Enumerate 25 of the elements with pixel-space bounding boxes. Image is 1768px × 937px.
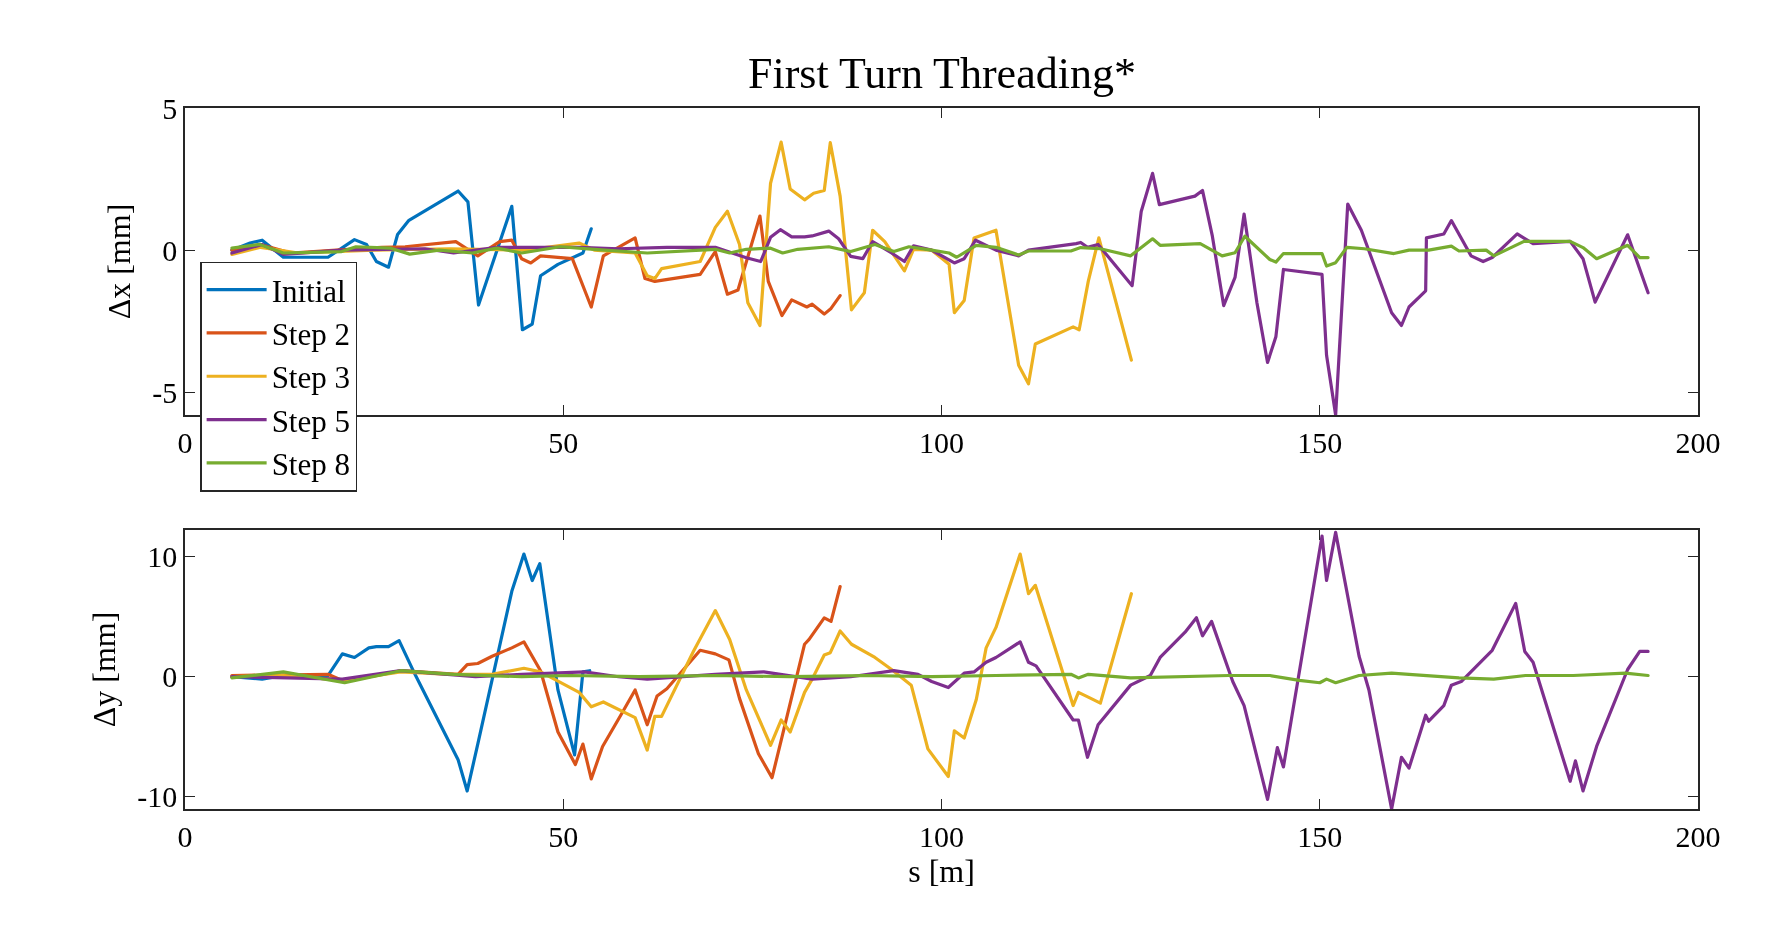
legend-label: Initial xyxy=(271,273,346,309)
x-tick-label: 100 xyxy=(919,819,964,853)
y-axis-title: Δx [mm] xyxy=(101,203,138,320)
x-tick-label: 50 xyxy=(548,819,579,853)
y-tick-label: 10 xyxy=(147,539,178,573)
y-tick-label: 0 xyxy=(162,660,178,694)
y-tick-label: 5 xyxy=(162,91,178,125)
x-tick-label: 150 xyxy=(1297,425,1343,459)
legend-label: Step 3 xyxy=(271,360,351,396)
x-tick-label: 200 xyxy=(1675,819,1721,853)
legend-label: Step 5 xyxy=(271,403,351,439)
y-tick-label: -10 xyxy=(137,780,178,814)
x-axis-title: s [m] xyxy=(908,853,975,890)
x-tick-label: 150 xyxy=(1297,819,1343,853)
y-axis-title: Δy [mm] xyxy=(86,611,123,728)
line-series xyxy=(230,234,1650,268)
legend-label: Step 8 xyxy=(271,446,351,482)
x-tick-label: 200 xyxy=(1675,425,1721,459)
legend-label: Step 2 xyxy=(271,317,351,353)
x-tick-label: 50 xyxy=(548,425,579,459)
line-series xyxy=(230,669,1650,685)
y-tick-label: -5 xyxy=(152,375,178,409)
x-tick-label: 100 xyxy=(919,425,964,459)
chart-title: First Turn Threading* xyxy=(748,49,1136,98)
y-tick-label: 0 xyxy=(162,233,178,267)
